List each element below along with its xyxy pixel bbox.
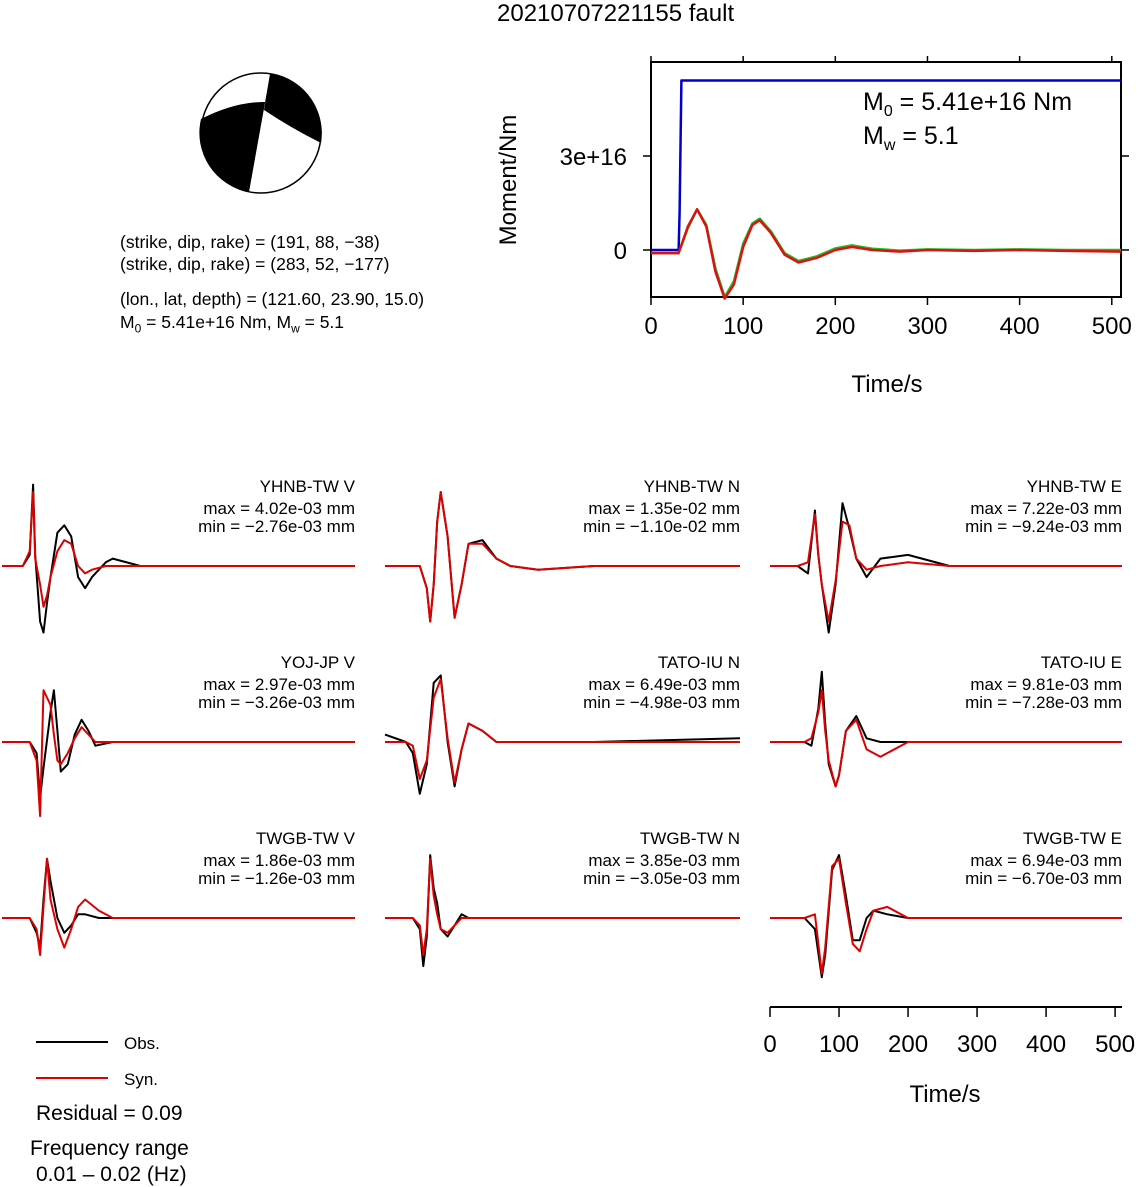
cumulative-moment-line <box>651 79 1121 252</box>
nodal-plane-2: (strike, dip, rake) = (283, 52, −177) <box>120 254 390 274</box>
trace-station-label: YHNB-TW N <box>643 477 740 496</box>
time-axis-tick-label: 500 <box>1095 1031 1135 1058</box>
annotation-m0-symbol: M <box>863 88 884 116</box>
time-axis-tick-label: 200 <box>888 1031 928 1058</box>
mw-subscript: w <box>291 321 300 336</box>
trace-max-label: max = 9.81e-03 mm <box>970 675 1122 694</box>
trace-max-label: max = 3.85e-03 mm <box>588 851 740 870</box>
syn-trace <box>385 857 740 956</box>
trace-station-label: YHNB-TW V <box>259 477 355 496</box>
moment-rate-green-line <box>651 208 1121 299</box>
moment-y-tick-label: 0 <box>614 238 627 265</box>
moment-annotation-m0: M0 = 5.41e+16 Nm <box>863 88 1072 120</box>
trace-min-label: min = −1.10e-02 mm <box>583 517 740 536</box>
time-axis-tick-label: 0 <box>763 1031 776 1058</box>
hypocenter-location: (lon., lat, depth) = (121.60, 23.90, 15.… <box>120 289 425 309</box>
moment-x-axis-label: Time/s <box>851 371 922 398</box>
nodal-plane-1: (strike, dip, rake) = (191, 88, −38) <box>120 232 380 252</box>
moment-axes: 0 100 200 300 400 500 0 3e+16 <box>560 56 1132 340</box>
trace-station-label: TWGB-TW E <box>1022 829 1122 848</box>
magnitude-line: M0 = 5.41e+16 Nm, Mw = 5.1 <box>120 312 345 336</box>
syn-trace <box>770 857 1122 975</box>
m0-subscript: 0 <box>134 321 142 336</box>
moment-plot-frame <box>650 61 1122 298</box>
trace-max-label: max = 7.22e-03 mm <box>970 499 1122 518</box>
syn-trace <box>2 491 355 608</box>
page-title: 20210707221155 fault <box>497 0 735 27</box>
syn-trace <box>2 689 355 817</box>
time-axis-tick-label: 100 <box>819 1031 859 1058</box>
annotation-mw-value: = 5.1 <box>895 122 958 150</box>
annotation-m0-subscript: 0 <box>884 103 893 120</box>
moment-x-tick-label: 200 <box>815 313 855 340</box>
trace-min-label: min = −6.70e-03 mm <box>965 869 1122 888</box>
trace-station-label: TATO-IU N <box>657 653 740 672</box>
trace-station-label: YHNB-TW E <box>1026 477 1122 496</box>
m0-symbol: M <box>120 312 135 332</box>
trace-min-label: min = −9.24e-03 mm <box>965 517 1122 536</box>
trace-max-label: max = 1.35e-02 mm <box>588 499 740 518</box>
trace-max-label: max = 2.97e-03 mm <box>203 675 355 694</box>
time-axis-tick-label: 300 <box>957 1031 997 1058</box>
moment-x-tick-label: 500 <box>1092 313 1132 340</box>
trace-min-label: min = −4.98e-03 mm <box>583 693 740 712</box>
syn-trace <box>2 857 355 956</box>
trace-station-label: TWGB-TW V <box>255 829 355 848</box>
moment-y-tick-label: 3e+16 <box>560 144 627 171</box>
syn-trace <box>770 689 1122 788</box>
moment-x-tick-label: 400 <box>1000 313 1040 340</box>
moment-x-tick-label: 100 <box>723 313 763 340</box>
waveform-panels <box>2 483 1122 979</box>
annotation-m0-value: = 5.41e+16 Nm <box>893 88 1072 116</box>
waveform-traces <box>2 483 1122 979</box>
beachball-compression-east <box>264 74 322 143</box>
waveform-time-axis: 0 100 200 300 400 500 Time/s <box>763 1006 1135 1108</box>
moment-series <box>651 79 1122 300</box>
trace-min-label: min = −7.28e-03 mm <box>965 693 1122 712</box>
moment-x-tick-label: 0 <box>644 313 657 340</box>
trace-station-label: YOJ-JP V <box>280 653 355 672</box>
time-axis-ticks: 0 100 200 300 400 500 <box>763 1006 1135 1058</box>
syn-trace <box>770 513 1122 623</box>
trace-min-label: min = −1.26e-03 mm <box>198 869 355 888</box>
moment-y-axis-label: Moment/Nm <box>495 115 522 246</box>
trace-min-label: min = −2.76e-03 mm <box>198 517 355 536</box>
trace-max-label: max = 6.49e-03 mm <box>588 675 740 694</box>
annotation-mw-subscript: w <box>883 137 896 154</box>
legend-lines <box>36 1041 108 1079</box>
legend-syn-label: Syn. <box>124 1070 159 1089</box>
trace-max-label: max = 1.86e-03 mm <box>203 851 355 870</box>
syn-trace <box>385 678 740 784</box>
trace-min-label: min = −3.26e-03 mm <box>198 693 355 712</box>
trace-max-label: max = 4.02e-03 mm <box>203 499 355 518</box>
residual-text: Residual = 0.09 <box>36 1102 183 1125</box>
moment-rate-red-line <box>651 208 1122 300</box>
beachball-diagram <box>199 72 322 194</box>
m0-value: = 5.41e+16 Nm, M <box>141 312 292 332</box>
syn-trace <box>385 491 740 623</box>
moment-annotation-mw: Mw = 5.1 <box>863 122 959 154</box>
beachball-compression-west <box>199 75 270 192</box>
trace-max-label: max = 6.94e-03 mm <box>970 851 1122 870</box>
time-axis-label: Time/s <box>909 1081 980 1108</box>
trace-station-label: TWGB-TW N <box>639 829 740 848</box>
frequency-range-label: Frequency range <box>30 1137 189 1160</box>
frequency-range-value: 0.01 – 0.02 (Hz) <box>36 1163 187 1186</box>
time-axis-tick-label: 400 <box>1026 1031 1066 1058</box>
moment-x-tick-label: 300 <box>907 313 947 340</box>
annotation-mw-symbol: M <box>863 122 884 150</box>
trace-min-label: min = −3.05e-03 mm <box>583 869 740 888</box>
mw-value: = 5.1 <box>299 312 345 332</box>
legend-obs-label: Obs. <box>124 1034 160 1053</box>
trace-station-label: TATO-IU E <box>1040 653 1122 672</box>
